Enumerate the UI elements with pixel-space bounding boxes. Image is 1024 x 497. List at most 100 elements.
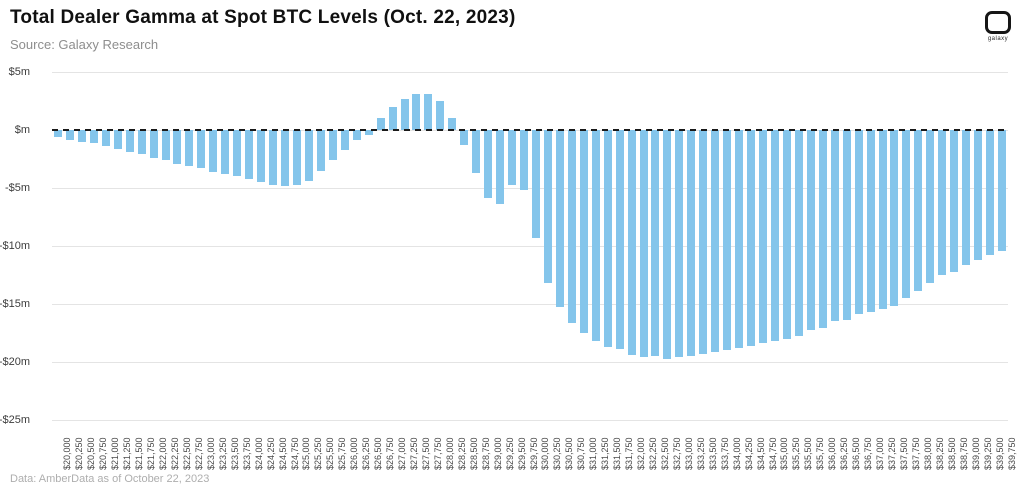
x-axis-tick-label: $31,750 xyxy=(624,437,635,470)
footer-note: Data: AmberData as of October 22, 2023 xyxy=(10,473,210,485)
gridline xyxy=(52,362,1008,363)
bar xyxy=(759,130,768,344)
bar xyxy=(579,130,588,333)
x-axis-tick-label: $39,750 xyxy=(1006,437,1017,470)
bar xyxy=(794,130,803,337)
bar xyxy=(914,130,923,292)
x-axis-tick-label: $39,500 xyxy=(994,437,1005,470)
bar xyxy=(854,130,863,315)
bar xyxy=(113,130,122,149)
bar xyxy=(615,130,624,350)
bar xyxy=(591,130,600,342)
bar xyxy=(77,130,86,142)
x-axis-tick-label: $33,000 xyxy=(683,437,694,470)
x-axis-tick-label: $31,500 xyxy=(612,437,623,470)
bar xyxy=(723,130,732,351)
x-axis-tick-label: $21,500 xyxy=(134,437,145,470)
x-axis-tick-label: $20,250 xyxy=(74,437,85,470)
x-axis-tick-label: $23,000 xyxy=(205,437,216,470)
bar xyxy=(197,130,206,169)
y-axis-tick-label: -$5m xyxy=(4,182,30,194)
x-axis-tick-label: $32,000 xyxy=(636,437,647,470)
bar xyxy=(388,106,397,130)
x-axis-tick-label: $29,250 xyxy=(504,437,515,470)
gridline xyxy=(52,304,1008,305)
bar xyxy=(782,130,791,339)
zero-dashed-line xyxy=(52,129,1008,131)
bar xyxy=(866,130,875,313)
x-axis-tick-label: $28,750 xyxy=(480,437,491,470)
x-axis-tick-label: $24,000 xyxy=(253,437,264,470)
y-axis-tick-label: $m xyxy=(14,124,30,136)
x-axis-tick-label: $35,750 xyxy=(815,437,826,470)
bar xyxy=(878,130,887,309)
x-axis-tick-label: $39,000 xyxy=(970,437,981,470)
x-axis-tick-label: $34,750 xyxy=(767,437,778,470)
bar xyxy=(364,130,373,135)
bar xyxy=(257,130,266,183)
bar xyxy=(830,130,839,322)
bar xyxy=(711,130,720,352)
bar xyxy=(281,130,290,186)
x-axis-tick-label: $38,500 xyxy=(946,437,957,470)
bar xyxy=(675,130,684,358)
x-axis-tick-label: $37,500 xyxy=(898,437,909,470)
bar xyxy=(986,130,995,256)
x-axis-tick-label: $21,750 xyxy=(146,437,157,470)
x-axis-tick-label: $27,750 xyxy=(432,437,443,470)
bar xyxy=(902,130,911,299)
page-subtitle: Source: Galaxy Research xyxy=(10,37,159,52)
x-axis-tick-label: $30,750 xyxy=(576,437,587,470)
x-axis-tick-label: $21,250 xyxy=(122,437,133,470)
bar xyxy=(508,130,517,185)
x-axis-tick-label: $36,000 xyxy=(827,437,838,470)
x-axis-tick-label: $39,250 xyxy=(982,437,993,470)
bar xyxy=(149,130,158,158)
bar xyxy=(352,130,361,141)
x-axis-tick-label: $21,000 xyxy=(110,437,121,470)
x-axis-tick-label: $36,250 xyxy=(839,437,850,470)
x-axis-tick-label: $29,000 xyxy=(492,437,503,470)
x-axis-tick-label: $24,750 xyxy=(289,437,300,470)
x-axis-tick-label: $35,000 xyxy=(779,437,790,470)
x-axis-tick-label: $30,500 xyxy=(564,437,575,470)
bar xyxy=(436,101,445,130)
x-axis-tick-label: $30,250 xyxy=(552,437,563,470)
bar xyxy=(567,130,576,323)
bar xyxy=(137,130,146,155)
x-axis-tick-label: $32,750 xyxy=(671,437,682,470)
x-axis-tick-label: $33,250 xyxy=(695,437,706,470)
bar xyxy=(233,130,242,177)
y-axis-tick-label: -$20m xyxy=(0,356,30,368)
bar xyxy=(687,130,696,357)
x-axis-tick-label: $35,500 xyxy=(803,437,814,470)
bar xyxy=(555,130,564,308)
x-axis-tick-label: $20,750 xyxy=(98,437,109,470)
bar xyxy=(221,130,230,175)
x-axis-tick-label: $22,750 xyxy=(193,437,204,470)
x-axis-tick-label: $34,000 xyxy=(731,437,742,470)
gridline xyxy=(52,72,1008,73)
bar xyxy=(998,130,1007,251)
bar xyxy=(400,98,409,130)
bar xyxy=(818,130,827,329)
bar xyxy=(304,130,313,182)
bar xyxy=(328,130,337,161)
bar xyxy=(472,130,481,173)
bar xyxy=(806,130,815,330)
bar xyxy=(543,130,552,284)
x-axis-tick-label: $23,500 xyxy=(229,437,240,470)
bar xyxy=(65,130,74,141)
bar xyxy=(245,130,254,179)
x-axis-tick-label: $36,750 xyxy=(863,437,874,470)
x-axis-tick-label: $38,250 xyxy=(934,437,945,470)
galaxy-logo-icon xyxy=(985,11,1011,34)
x-axis-tick-label: $26,250 xyxy=(361,437,372,470)
x-axis-tick-label: $37,000 xyxy=(875,437,886,470)
x-axis-tick-label: $38,750 xyxy=(958,437,969,470)
bar xyxy=(938,130,947,275)
x-axis-tick-label: $34,500 xyxy=(755,437,766,470)
x-axis-tick-label: $35,250 xyxy=(791,437,802,470)
x-axis-tick-label: $37,750 xyxy=(910,437,921,470)
x-axis-tick-label: $31,250 xyxy=(600,437,611,470)
